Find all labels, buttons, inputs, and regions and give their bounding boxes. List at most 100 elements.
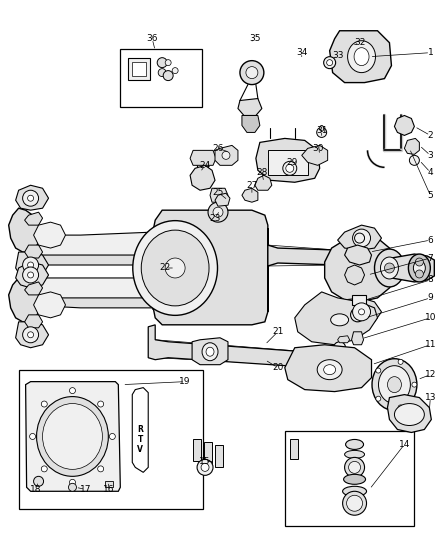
Bar bbox=[120, 49, 201, 107]
Circle shape bbox=[69, 479, 75, 486]
Polygon shape bbox=[241, 116, 259, 132]
Polygon shape bbox=[403, 139, 418, 155]
Circle shape bbox=[285, 164, 293, 172]
Text: 4: 4 bbox=[427, 168, 432, 177]
Ellipse shape bbox=[343, 474, 365, 484]
Text: 21: 21 bbox=[272, 327, 283, 336]
Polygon shape bbox=[25, 245, 42, 258]
Polygon shape bbox=[190, 165, 215, 190]
Ellipse shape bbox=[380, 257, 398, 279]
Text: 5: 5 bbox=[427, 191, 432, 200]
Text: 32: 32 bbox=[353, 38, 364, 47]
Circle shape bbox=[346, 495, 362, 511]
Text: 3: 3 bbox=[427, 151, 432, 160]
Circle shape bbox=[350, 308, 364, 322]
Circle shape bbox=[23, 190, 39, 206]
Polygon shape bbox=[344, 245, 371, 265]
Circle shape bbox=[342, 491, 366, 515]
Polygon shape bbox=[25, 282, 42, 295]
Text: 2: 2 bbox=[427, 131, 432, 140]
Circle shape bbox=[397, 359, 402, 365]
Bar bbox=[128, 58, 150, 79]
Ellipse shape bbox=[330, 314, 348, 326]
Circle shape bbox=[354, 233, 364, 243]
Polygon shape bbox=[267, 228, 344, 312]
Text: 9: 9 bbox=[427, 293, 432, 302]
Circle shape bbox=[69, 387, 75, 393]
Circle shape bbox=[384, 263, 394, 273]
Polygon shape bbox=[255, 139, 319, 182]
Text: 1: 1 bbox=[427, 48, 432, 57]
Ellipse shape bbox=[36, 397, 108, 477]
Circle shape bbox=[212, 207, 223, 217]
Circle shape bbox=[208, 202, 227, 222]
Circle shape bbox=[323, 56, 335, 69]
Text: T: T bbox=[137, 435, 143, 444]
Ellipse shape bbox=[323, 365, 335, 375]
Circle shape bbox=[282, 161, 296, 175]
Polygon shape bbox=[25, 212, 42, 225]
Ellipse shape bbox=[413, 261, 424, 276]
Polygon shape bbox=[34, 222, 65, 248]
Text: 19: 19 bbox=[179, 377, 191, 386]
Ellipse shape bbox=[387, 377, 400, 393]
Polygon shape bbox=[324, 235, 396, 302]
Circle shape bbox=[334, 362, 344, 373]
Text: 8: 8 bbox=[427, 276, 432, 285]
Ellipse shape bbox=[371, 359, 416, 410]
Text: 22: 22 bbox=[159, 263, 170, 272]
Circle shape bbox=[375, 368, 380, 373]
Polygon shape bbox=[337, 225, 381, 250]
Text: 17: 17 bbox=[79, 485, 91, 494]
Circle shape bbox=[158, 69, 166, 77]
Circle shape bbox=[352, 303, 370, 321]
Polygon shape bbox=[25, 382, 120, 491]
Circle shape bbox=[97, 401, 103, 407]
Circle shape bbox=[414, 270, 422, 278]
Ellipse shape bbox=[319, 125, 323, 132]
Polygon shape bbox=[9, 278, 40, 322]
Text: 16: 16 bbox=[102, 485, 114, 494]
Polygon shape bbox=[254, 175, 271, 190]
Circle shape bbox=[409, 155, 418, 165]
Text: 31: 31 bbox=[315, 126, 327, 135]
Text: 35: 35 bbox=[249, 34, 260, 43]
Polygon shape bbox=[337, 336, 349, 343]
Polygon shape bbox=[241, 188, 257, 202]
Circle shape bbox=[352, 229, 370, 247]
Bar bbox=[132, 62, 146, 76]
Text: 12: 12 bbox=[424, 370, 435, 379]
Circle shape bbox=[397, 405, 402, 410]
Ellipse shape bbox=[345, 439, 363, 449]
Ellipse shape bbox=[165, 258, 185, 278]
Ellipse shape bbox=[374, 249, 403, 287]
Polygon shape bbox=[294, 292, 377, 345]
Circle shape bbox=[97, 466, 103, 472]
Circle shape bbox=[68, 483, 76, 491]
Circle shape bbox=[201, 463, 208, 471]
Text: 6: 6 bbox=[427, 236, 432, 245]
Polygon shape bbox=[9, 208, 40, 252]
Text: 7: 7 bbox=[427, 254, 432, 263]
Polygon shape bbox=[351, 332, 363, 345]
Text: 30: 30 bbox=[311, 144, 323, 153]
Polygon shape bbox=[237, 99, 261, 116]
Circle shape bbox=[197, 459, 212, 475]
Circle shape bbox=[411, 382, 416, 387]
Circle shape bbox=[34, 477, 43, 486]
Bar bbox=[267, 150, 307, 175]
Circle shape bbox=[165, 60, 171, 66]
Polygon shape bbox=[387, 394, 431, 432]
Bar bbox=[18, 370, 203, 509]
Text: R: R bbox=[137, 425, 143, 434]
Text: 15: 15 bbox=[199, 457, 210, 466]
Polygon shape bbox=[215, 193, 230, 206]
Circle shape bbox=[23, 267, 39, 283]
Polygon shape bbox=[25, 315, 42, 328]
Circle shape bbox=[358, 309, 364, 315]
Text: 27: 27 bbox=[246, 181, 257, 190]
Polygon shape bbox=[16, 252, 49, 278]
Circle shape bbox=[245, 67, 257, 78]
Circle shape bbox=[41, 401, 47, 407]
Polygon shape bbox=[215, 146, 237, 165]
